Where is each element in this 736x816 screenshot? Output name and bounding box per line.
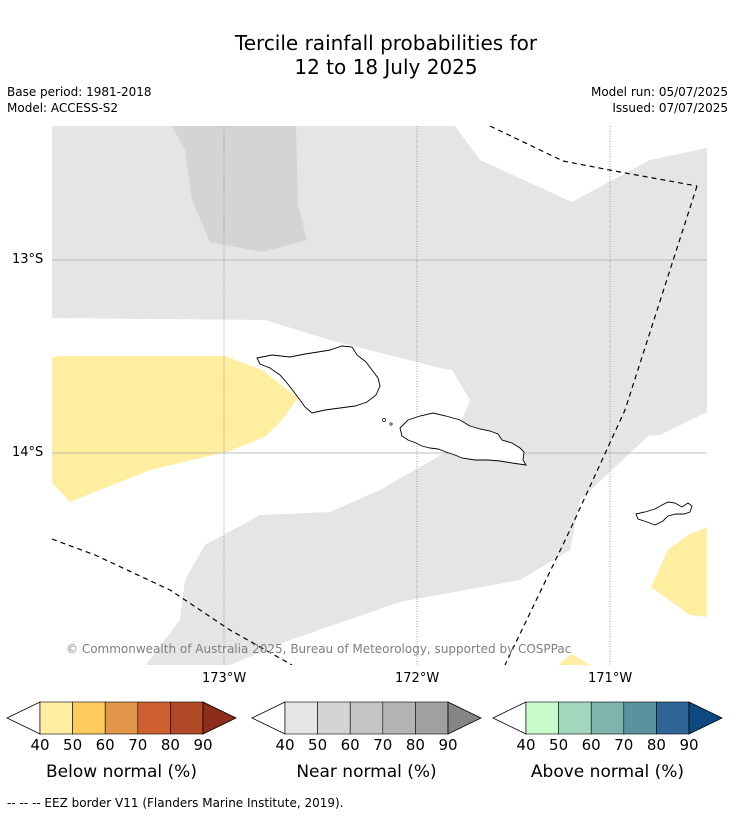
lon-label-173w: 173°W bbox=[202, 671, 247, 686]
below-normal-40-region-east bbox=[651, 527, 707, 617]
colorbar-tick-label: 40 bbox=[516, 736, 536, 754]
colorbar-tick-label: 60 bbox=[340, 736, 360, 754]
colorbar-below-normal bbox=[6, 701, 237, 735]
meta-right: Model run: 05/07/2025 Issued: 07/07/2025 bbox=[591, 84, 728, 116]
model-run: Model run: 05/07/2025 bbox=[590, 85, 728, 99]
lon-label-171w: 171°W bbox=[588, 671, 633, 686]
colorbar-segment bbox=[558, 701, 592, 735]
colorbar-tick-label: 90 bbox=[679, 736, 699, 754]
eez-border-east bbox=[504, 185, 698, 665]
colorbar-tick-label: 50 bbox=[308, 736, 328, 754]
near-normal-50-region bbox=[172, 126, 307, 252]
colorbar-segment bbox=[104, 701, 139, 735]
copyright-notice: © Commonwealth of Australia 2025, Bureau… bbox=[66, 642, 572, 656]
colorbar-extend-low bbox=[6, 701, 41, 735]
colorbar-tick-label: 50 bbox=[63, 736, 83, 754]
colorbar-extend-high bbox=[202, 701, 237, 735]
colorbar-title: Below normal (%) bbox=[46, 762, 197, 782]
title-line-2: 12 to 18 July 2025 bbox=[294, 55, 478, 79]
map-title: Tercile rainfall probabilities for 12 to… bbox=[0, 31, 736, 79]
colorbar-segment bbox=[170, 701, 204, 735]
colorbar-segment bbox=[317, 701, 351, 735]
colorbar-title: Above normal (%) bbox=[530, 762, 685, 782]
colorbar-segment bbox=[137, 701, 171, 735]
colorbar-tick-label: 70 bbox=[373, 736, 393, 754]
near-normal-40-region-north bbox=[52, 126, 707, 665]
island-tutuila bbox=[635, 501, 693, 526]
colorbar-extend-high bbox=[447, 701, 482, 735]
colorbar-tick-label: 60 bbox=[581, 736, 601, 754]
colorbar-tick-label: 50 bbox=[549, 736, 569, 754]
colorbar-near-normal bbox=[251, 701, 482, 735]
colorbar-tick-label: 90 bbox=[193, 736, 213, 754]
colorbar-tick-label: 80 bbox=[160, 736, 180, 754]
lon-label-172w: 172°W bbox=[395, 671, 440, 686]
colorbar-tick-label: 70 bbox=[614, 736, 634, 754]
lat-label-13s: 13°S bbox=[12, 252, 44, 267]
colorbar-tick-label: 80 bbox=[405, 736, 425, 754]
colorbar-segment bbox=[656, 701, 690, 735]
eez-border-west bbox=[52, 538, 293, 665]
colorbar-segment bbox=[72, 701, 106, 735]
island-savaii bbox=[256, 345, 381, 414]
colorbar-segment bbox=[382, 701, 416, 735]
colorbar-tick-label: 80 bbox=[646, 736, 666, 754]
eez-footnote: -- -- -- EEZ border V11 (Flanders Marine… bbox=[7, 796, 344, 810]
colorbar-title: Near normal (%) bbox=[296, 762, 437, 782]
colorbar-above-normal bbox=[492, 701, 723, 735]
colorbar-extend-low bbox=[251, 701, 286, 735]
island-manono bbox=[389, 422, 393, 426]
island-apolima bbox=[382, 418, 386, 422]
colorbar-tick-label: 40 bbox=[30, 736, 50, 754]
colorbar-segment bbox=[39, 701, 73, 735]
colorbar-segment bbox=[525, 701, 559, 735]
colorbar-tick-label: 40 bbox=[275, 736, 295, 754]
below-normal-40-region-south bbox=[558, 654, 590, 665]
lat-label-14s: 14°S bbox=[12, 445, 44, 460]
title-line-1: Tercile rainfall probabilities for bbox=[234, 31, 538, 55]
colorbar-extend-low bbox=[492, 701, 527, 735]
colorbars bbox=[6, 701, 723, 735]
colorbar-tick-label: 70 bbox=[128, 736, 148, 754]
eez-border-north bbox=[489, 126, 698, 187]
meta-left: Base period: 1981-2018 Model: ACCESS-S2 bbox=[7, 84, 152, 116]
colorbar-segment bbox=[415, 701, 449, 735]
colorbar-tick-label: 60 bbox=[95, 736, 115, 754]
colorbar-segment bbox=[623, 701, 657, 735]
colorbar-segment bbox=[284, 701, 318, 735]
below-normal-40-region-west bbox=[52, 356, 298, 502]
issued-date: Issued: 07/07/2025 bbox=[612, 101, 728, 115]
colorbar-extend-high bbox=[688, 701, 723, 735]
island-upolu bbox=[399, 412, 527, 466]
colorbar-segment bbox=[590, 701, 625, 735]
model-name: Model: ACCESS-S2 bbox=[7, 101, 119, 115]
colorbar-tick-label: 90 bbox=[438, 736, 458, 754]
base-period: Base period: 1981-2018 bbox=[7, 85, 152, 99]
colorbar-segment bbox=[349, 701, 384, 735]
